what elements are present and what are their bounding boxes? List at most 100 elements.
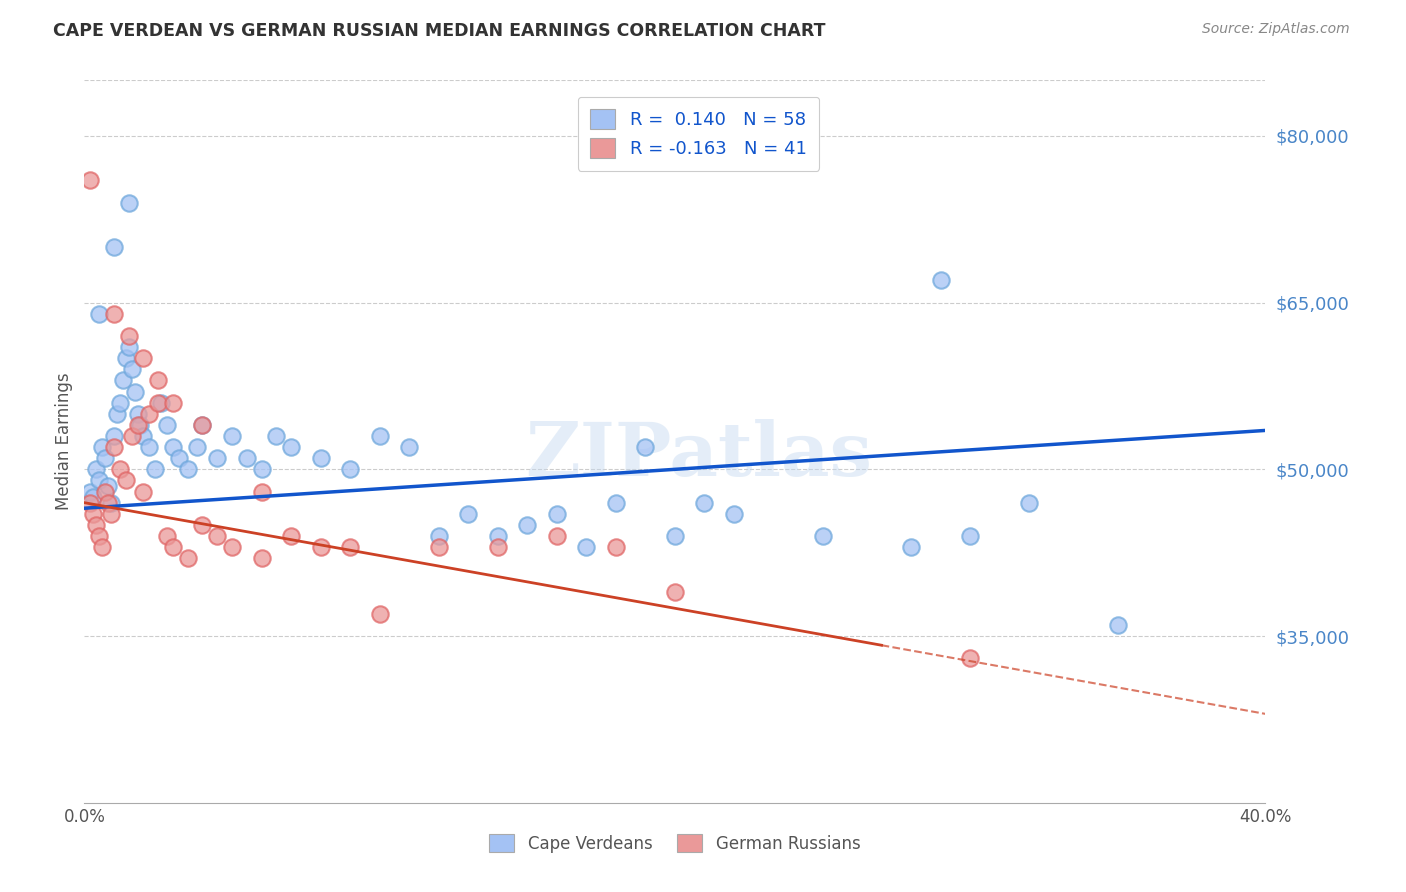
Point [368,429,391,443]
Point [127,407,149,421]
Point [486,529,509,543]
Point [87,307,111,321]
Legend: Cape Verdeans, German Russians: Cape Verdeans, German Russians [482,828,868,860]
Point [605,540,627,554]
Point [156,417,179,432]
Point [368,607,391,621]
Point [266,429,288,443]
Point [634,440,657,454]
Point [87,529,111,543]
Point [339,462,361,476]
Point [1018,496,1040,510]
Point [91,440,114,454]
Point [79,484,101,499]
Point [103,440,125,454]
Point [177,462,200,476]
Text: ZIPatlas: ZIPatlas [524,419,872,492]
Point [108,395,131,409]
Point [309,540,332,554]
Point [114,351,136,366]
Point [250,484,273,499]
Point [91,540,114,554]
Point [82,490,104,504]
Point [148,373,170,387]
Point [309,451,332,466]
Point [575,540,598,554]
Point [1107,618,1129,632]
Point [121,429,143,443]
Point [486,540,509,554]
Point [100,507,122,521]
Point [207,451,229,466]
Point [959,651,981,665]
Point [118,329,141,343]
Point [129,417,152,432]
Point [167,451,190,466]
Point [250,462,273,476]
Point [427,529,450,543]
Point [103,429,125,443]
Point [87,474,111,488]
Point [156,529,179,543]
Point [150,395,173,409]
Point [664,529,686,543]
Point [516,517,538,532]
Point [79,496,101,510]
Point [132,351,155,366]
Point [605,496,627,510]
Point [97,496,120,510]
Point [221,540,243,554]
Point [114,474,136,488]
Point [221,429,243,443]
Text: CAPE VERDEAN VS GERMAN RUSSIAN MEDIAN EARNINGS CORRELATION CHART: CAPE VERDEAN VS GERMAN RUSSIAN MEDIAN EA… [53,22,825,40]
Point [118,195,141,210]
Point [191,417,214,432]
Point [148,395,170,409]
Point [191,517,214,532]
Point [929,273,952,287]
Point [162,440,184,454]
Point [84,462,107,476]
Point [127,417,149,432]
Point [79,173,101,187]
Point [546,507,568,521]
Point [124,384,146,399]
Point [280,529,302,543]
Point [97,479,120,493]
Point [191,417,214,432]
Point [546,529,568,543]
Point [186,440,208,454]
Point [162,540,184,554]
Point [177,551,200,566]
Point [118,340,141,354]
Point [108,462,131,476]
Point [959,529,981,543]
Point [111,373,134,387]
Point [94,451,117,466]
Point [280,440,302,454]
Point [723,507,745,521]
Point [103,307,125,321]
Point [207,529,229,543]
Point [811,529,834,543]
Point [457,507,479,521]
Point [132,484,155,499]
Point [162,395,184,409]
Point [138,440,160,454]
Point [236,451,259,466]
Point [693,496,716,510]
Point [143,462,166,476]
Point [664,584,686,599]
Point [339,540,361,554]
Point [82,507,104,521]
Point [900,540,922,554]
Point [121,362,143,376]
Point [103,240,125,254]
Point [105,407,128,421]
Point [250,551,273,566]
Point [84,517,107,532]
Point [94,484,117,499]
Point [100,496,122,510]
Text: Source: ZipAtlas.com: Source: ZipAtlas.com [1202,22,1350,37]
Point [398,440,420,454]
